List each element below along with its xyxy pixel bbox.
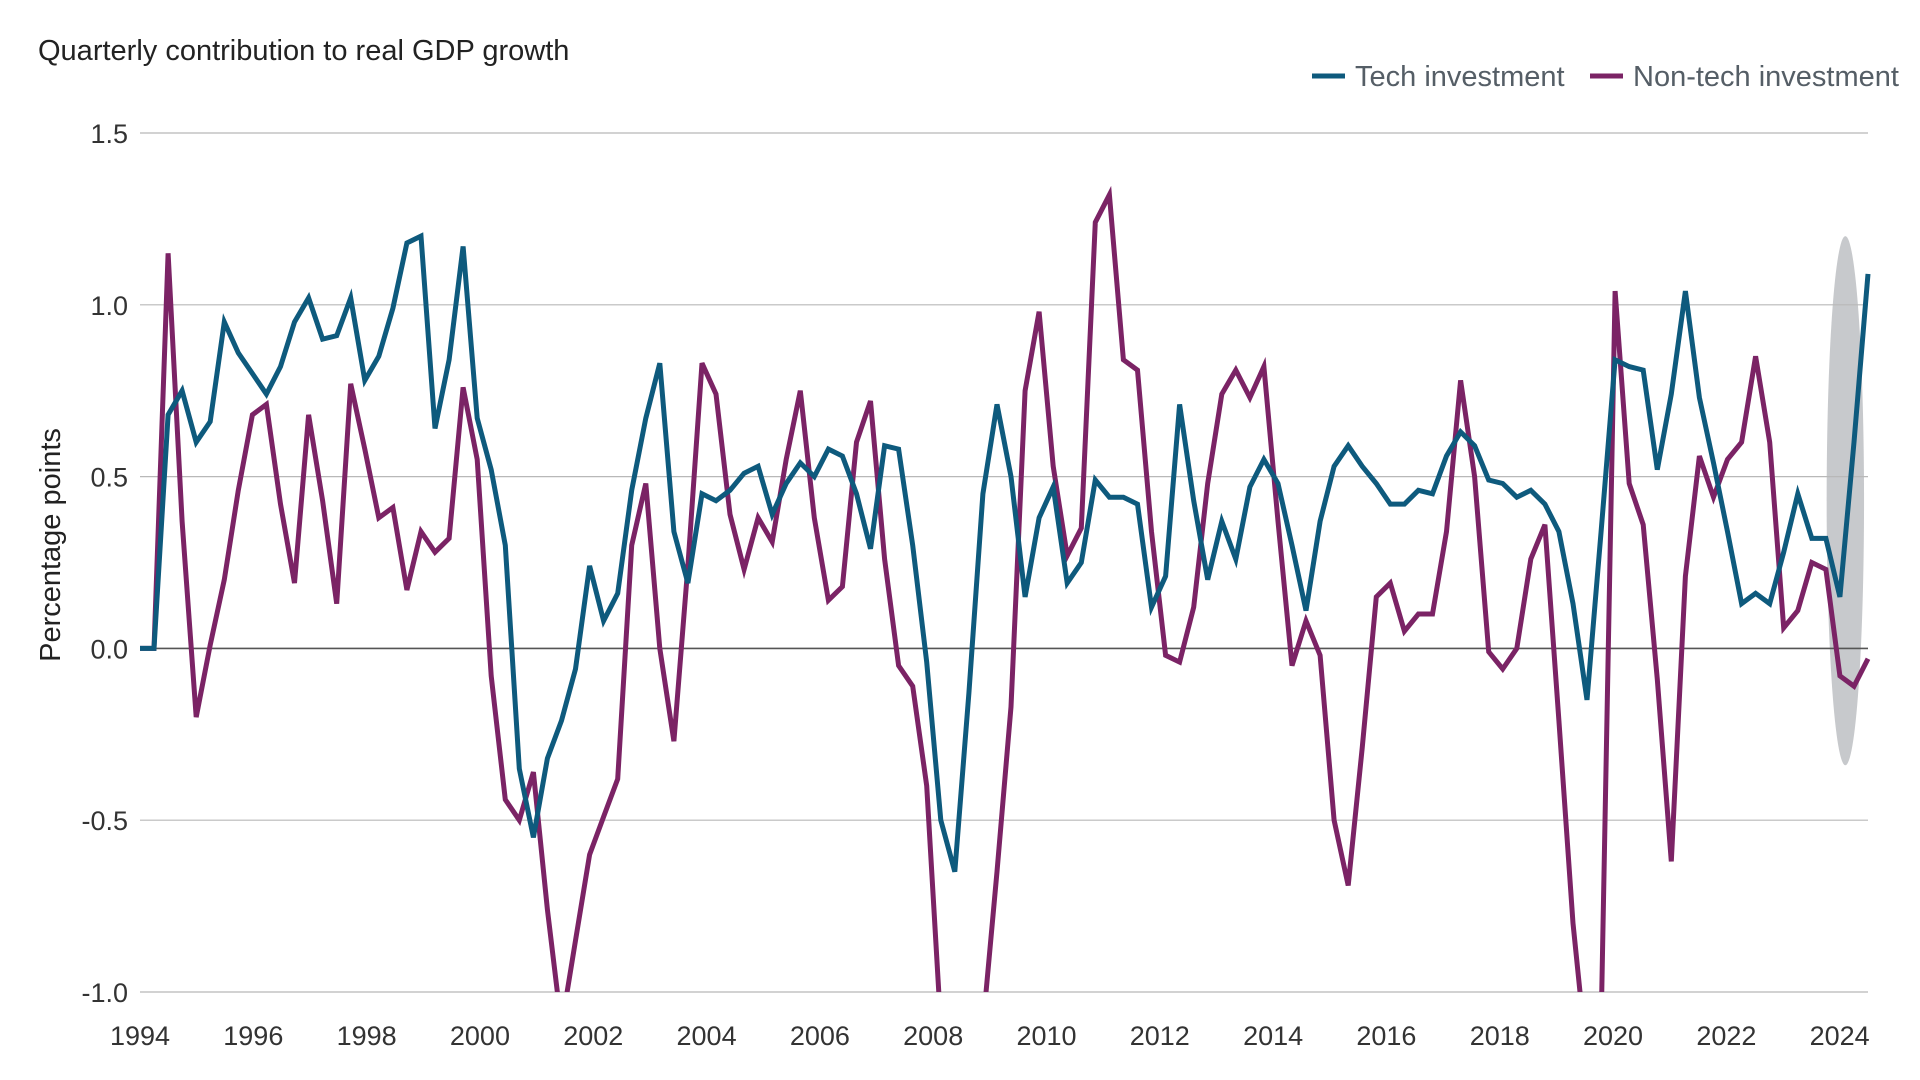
x-tick-label: 2018 <box>1470 1021 1530 1051</box>
y-axis-label: Percentage points <box>35 428 67 662</box>
legend-label-tech: Tech investment <box>1355 61 1565 93</box>
x-tick-label: 2016 <box>1356 1021 1416 1051</box>
x-tick-label: 2008 <box>903 1021 963 1051</box>
x-tick-label: 2000 <box>450 1021 510 1051</box>
x-tick-label: 2006 <box>790 1021 850 1051</box>
x-tick-label: 1998 <box>337 1021 397 1051</box>
y-tick-label: -1.0 <box>81 978 128 1008</box>
x-tick-label: 2010 <box>1016 1021 1076 1051</box>
y-tick-labels: 1.5 1.0 0.5 0.0 -0.5 -1.0 <box>81 119 128 1008</box>
series-line-non-tech-investment <box>140 185 1871 992</box>
x-tick-label: 2012 <box>1130 1021 1190 1051</box>
y-tick-label: 0.0 <box>90 634 128 664</box>
y-tick-label: 1.0 <box>90 291 128 321</box>
x-tick-label: 1994 <box>110 1021 170 1051</box>
x-tick-label: 2022 <box>1696 1021 1756 1051</box>
x-tick-label: 2020 <box>1583 1021 1643 1051</box>
legend: Tech investment Non-tech investment <box>1312 61 1899 93</box>
y-tick-label: 0.5 <box>90 463 128 493</box>
chart-title: Quarterly contribution to real GDP growt… <box>38 35 569 67</box>
x-tick-label: 2002 <box>563 1021 623 1051</box>
y-tick-label: -0.5 <box>81 806 128 836</box>
x-tick-label: 2004 <box>677 1021 737 1051</box>
x-tick-label: 2014 <box>1243 1021 1303 1051</box>
x-tick-label: 1996 <box>223 1021 283 1051</box>
highlight-ellipse <box>1826 236 1865 766</box>
y-tick-label: 1.5 <box>90 119 128 149</box>
series-line-tech-investment <box>140 232 1871 873</box>
series-lines <box>140 185 1871 992</box>
x-tick-label: 2024 <box>1810 1021 1870 1051</box>
x-tick-labels: 1994 1996 1998 2000 2002 2004 2006 2008 2010 2012… <box>110 1021 1870 1051</box>
legend-label-nontech: Non-tech investment <box>1633 61 1899 93</box>
